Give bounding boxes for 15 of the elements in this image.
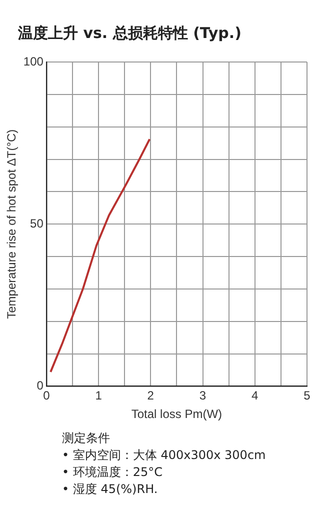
x-tick-label: 3 [199,388,206,403]
y-tick-label: 0 [36,378,44,393]
y-axis-title: Temperature rise of hot spot ΔT(°C) [4,129,19,319]
x-tick-label: 5 [304,388,311,403]
chart-title: 温度上升 vs. 总损耗特性 (Typ.) [18,24,242,43]
x-tick-label: 4 [252,388,259,403]
x-tick-label: 1 [95,388,102,403]
y-tick-label: 50 [30,216,44,230]
x-tick-label: 2 [147,388,154,403]
x-axis-title: Total loss Pm(W) [131,407,222,422]
text: • 环境温度：25°C [62,464,164,481]
text: 测定条件 [62,430,111,447]
y-tick-label: 100 [23,54,44,68]
text: • 湿度 45(%)RH. [62,481,159,498]
text: • 室内空间：大体 400x300x 300cm [62,447,266,464]
